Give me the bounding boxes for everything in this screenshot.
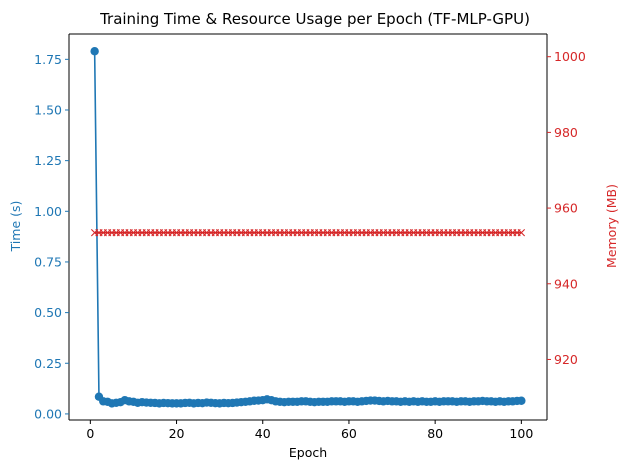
time-series-line [93,51,522,405]
y-left-tick-label: 1.00 [34,204,62,219]
y-right-tick-label: 1000 [554,49,586,64]
y-right-tick-label: 940 [554,276,578,291]
y-left-tick-label: 0.00 [34,406,62,421]
y-left-tick-label: 1.50 [34,102,62,117]
y-axis-right-label: Memory (MB) [604,184,619,268]
x-tick-label: 80 [427,426,443,441]
plot-area: 0 20 40 60 80 100 0.00 0.25 0.50 0.75 1.00 1.25 1.50… [34,33,586,441]
y-left-tick-label: 0.25 [34,356,62,371]
y-left-tick-label: 0.75 [34,254,62,269]
x-tick-label: 40 [255,426,271,441]
x-axis-label: Epoch [289,445,327,460]
x-tick-label: 100 [509,426,533,441]
y-left-tick-label: 1.75 [34,52,62,67]
time-point [517,396,526,405]
x-tick-label: 20 [169,426,185,441]
chart-title: Training Time & Resource Usage per Epoch… [99,10,530,28]
y-right-tick-label: 960 [554,201,578,216]
time-point [90,47,99,56]
y-left-tick-label: 1.25 [34,153,62,168]
memory-point [517,228,526,237]
y-right-tick-label: 980 [554,125,578,140]
x-tick-label: 0 [86,426,94,441]
y-left-tick-label: 0.50 [34,305,62,320]
y-axis-left-label: Time (s) [8,201,23,253]
y-right-tick-label: 920 [554,352,578,367]
x-tick-label: 60 [341,426,357,441]
